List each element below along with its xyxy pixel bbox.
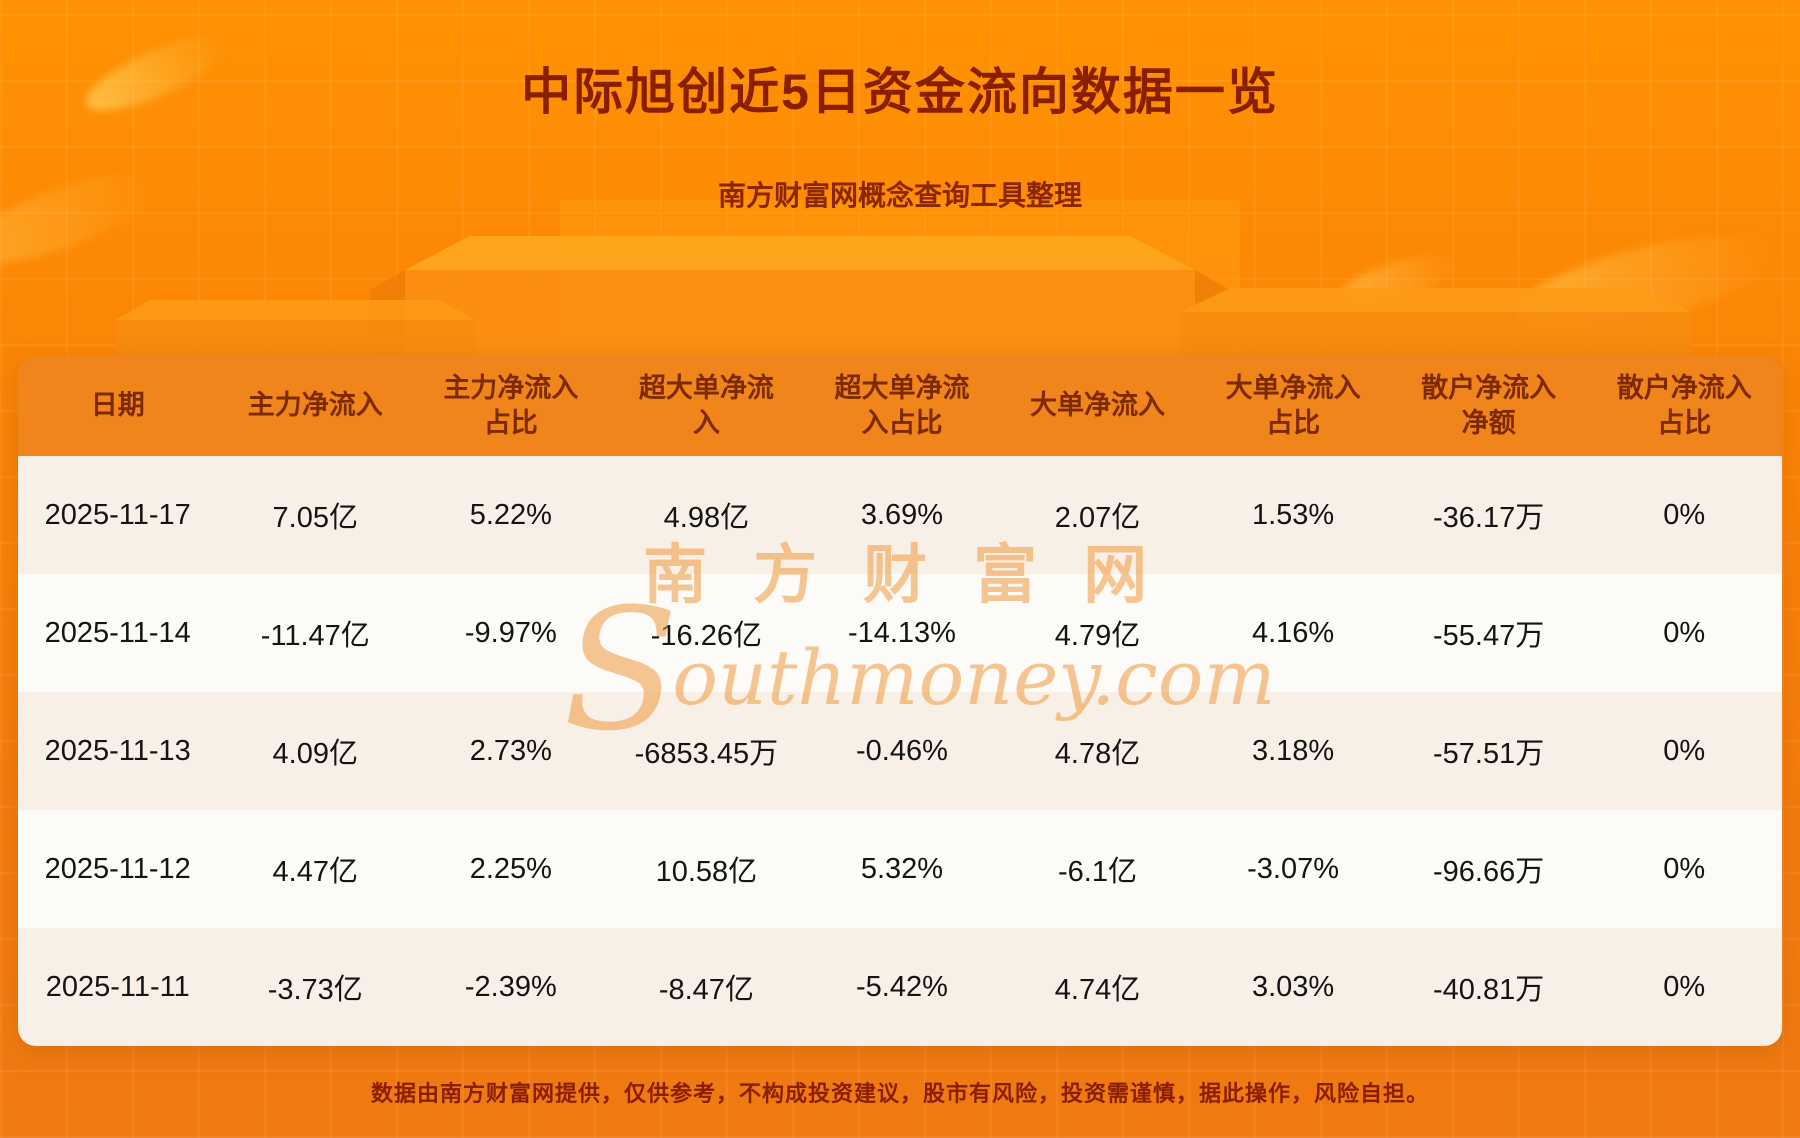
value-cell: 3.18% — [1251, 734, 1335, 767]
date-cell: 2025-11-14 — [44, 616, 191, 649]
value-cell: -6.1亿 — [1058, 856, 1137, 888]
value-cell: -14.13% — [847, 616, 956, 649]
value-cell: 4.79亿 — [1054, 620, 1141, 652]
table-row: 2025-11-11 -3.73亿 -2.39% -8.47亿 -5.42% 4.74亿 3… — [18, 928, 1782, 1046]
value-cell: 3.69% — [860, 498, 944, 531]
value-cell: 3.03% — [1251, 970, 1335, 1003]
column-header: 超大单净流入占比 — [834, 372, 970, 438]
date-cell: 2025-11-12 — [44, 852, 191, 885]
value-cell: 0% — [1663, 498, 1706, 531]
value-cell: -5.42% — [856, 970, 948, 1003]
table-row: 2025-11-13 4.09亿 2.73% -6853.45万 -0.46% 4.78亿… — [18, 692, 1782, 810]
value-cell: 2.73% — [469, 734, 552, 767]
value-cell: 4.74亿 — [1054, 974, 1141, 1006]
swoosh-decoration — [1337, 246, 1463, 314]
value-cell: 4.16% — [1251, 616, 1335, 649]
column-header: 大单净流入占比 — [1225, 372, 1361, 438]
page-header: 中际旭创近5日资金流向数据一览 南方财富网概念查询工具整理 — [0, 0, 1800, 214]
fund-flow-table: 日期 主力净流入 主力净流入占比 超大单净流入 超大单净流入占比 大单净流入 大单净流入占比… — [18, 356, 1782, 1046]
value-cell: 2.25% — [469, 852, 552, 885]
value-cell: -57.51万 — [1433, 738, 1545, 770]
value-cell: 0% — [1663, 852, 1706, 885]
date-cell: 2025-11-11 — [45, 970, 190, 1003]
column-header: 主力净流入占比 — [443, 372, 579, 438]
date-cell: 2025-11-13 — [44, 734, 191, 767]
value-cell: -16.26亿 — [650, 620, 762, 652]
value-cell: 1.53% — [1251, 498, 1335, 531]
value-cell: -11.47亿 — [260, 620, 370, 652]
value-cell: 0% — [1663, 734, 1706, 767]
value-cell: 2.07亿 — [1054, 502, 1141, 534]
value-cell: 4.98亿 — [663, 502, 750, 534]
value-cell: -2.39% — [464, 970, 557, 1003]
value-cell: 7.05亿 — [272, 502, 358, 534]
value-cell: -36.17万 — [1433, 502, 1545, 534]
column-header: 主力净流入 — [247, 390, 383, 421]
column-header: 超大单净流入 — [638, 372, 774, 438]
value-cell: -9.97% — [464, 616, 557, 649]
value-cell: 4.09亿 — [272, 738, 358, 770]
value-cell: -8.47亿 — [658, 974, 754, 1006]
table-body: 2025-11-17 7.05亿 5.22% 4.98亿 3.69% 2.07亿 1.53%… — [18, 456, 1782, 1046]
value-cell: 5.32% — [860, 852, 944, 885]
column-header: 散户净流入净额 — [1421, 372, 1557, 438]
table-row: 2025-11-12 4.47亿 2.25% 10.58亿 5.32% -6.1亿 -3.0… — [18, 810, 1782, 928]
page-title: 中际旭创近5日资金流向数据一览 — [521, 64, 1279, 120]
value-cell: -3.07% — [1247, 852, 1340, 885]
value-cell: -40.81万 — [1433, 974, 1545, 1006]
date-cell: 2025-11-17 — [44, 498, 191, 531]
value-cell: 4.78亿 — [1054, 738, 1141, 770]
value-cell: 5.22% — [469, 498, 552, 531]
value-cell: -0.46% — [856, 734, 948, 767]
disclaimer-text: 数据由南方财富网提供，仅供参考，不构成投资建议，股市有风险，投资需谨慎，据此操作… — [370, 1081, 1429, 1106]
page-subtitle: 南方财富网概念查询工具整理 — [717, 180, 1082, 211]
value-cell: 0% — [1663, 616, 1706, 649]
value-cell: -6853.45万 — [634, 738, 779, 770]
table-header-row: 日期 主力净流入 主力净流入占比 超大单净流入 超大单净流入占比 大单净流入 大单净流入占比… — [18, 356, 1782, 456]
column-header: 日期 — [90, 390, 145, 421]
swoosh-decoration — [1505, 216, 1785, 352]
value-cell: -3.73亿 — [267, 974, 363, 1006]
value-cell: 0% — [1663, 970, 1706, 1003]
table-row: 2025-11-17 7.05亿 5.22% 4.98亿 3.69% 2.07亿 1.53%… — [18, 456, 1782, 574]
column-header: 散户净流入占比 — [1616, 372, 1752, 438]
table-row: 2025-11-14 -11.47亿 -9.97% -16.26亿 -14.13% 4.7… — [18, 574, 1782, 692]
value-cell: 10.58亿 — [655, 856, 758, 888]
column-header: 大单净流入 — [1030, 390, 1166, 421]
value-cell: -55.47万 — [1433, 620, 1545, 652]
value-cell: 4.47亿 — [272, 856, 358, 888]
value-cell: -96.66万 — [1433, 856, 1545, 888]
